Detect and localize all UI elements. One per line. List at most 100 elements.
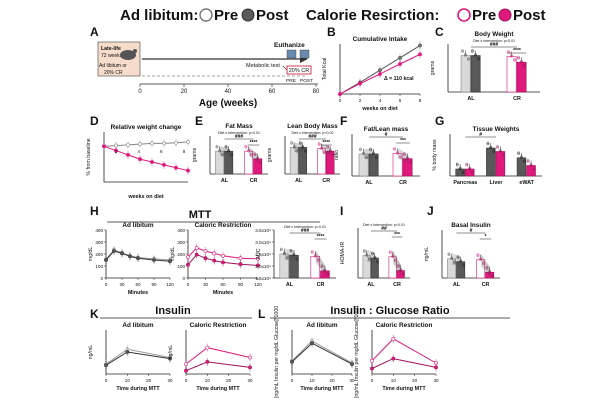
data-point	[358, 81, 362, 86]
legend-al-post-label: Post	[256, 7, 289, 24]
individual-point	[375, 156, 378, 160]
series-line	[371, 338, 437, 364]
test-tube-icon	[299, 49, 310, 59]
paired-line	[480, 255, 491, 269]
significance-label: ***	[394, 232, 400, 238]
inset-tick-label: 2	[115, 149, 118, 154]
individual-point	[526, 160, 530, 163]
paired-line	[248, 148, 259, 158]
bar	[279, 253, 290, 279]
x-tick-label: 20	[146, 378, 152, 383]
individual-point	[499, 150, 502, 153]
individual-point	[520, 155, 523, 159]
significance-label: ###	[235, 134, 244, 140]
significance-label: #	[479, 132, 482, 138]
x-tick-label: 20	[329, 378, 335, 383]
individual-point	[489, 145, 493, 149]
data-point	[128, 254, 132, 259]
panel-letter-f: F	[340, 114, 347, 128]
individual-point	[292, 146, 296, 149]
paired-line	[321, 150, 331, 154]
panel-letter-g: G	[435, 114, 444, 128]
inset-tick-label: 6	[160, 149, 163, 154]
individual-point	[450, 256, 453, 260]
data-point	[186, 262, 190, 267]
data-point	[256, 256, 260, 261]
individual-point	[455, 163, 459, 167]
x-tick-label: CR	[250, 178, 258, 184]
paired-line	[397, 149, 409, 156]
data-point	[203, 249, 208, 253]
paired-line	[366, 257, 376, 260]
individual-point	[532, 168, 536, 171]
data-point	[418, 52, 422, 57]
data-point	[112, 249, 116, 253]
individual-point	[477, 58, 480, 61]
x-axis-label: Time during MTT	[196, 386, 240, 392]
data-point	[350, 362, 354, 367]
pre-label: PRE	[286, 78, 296, 84]
chart-subtitle: Diet x Intervention: p=0.02	[291, 131, 333, 135]
individual-point	[492, 149, 495, 153]
data-point	[168, 259, 172, 264]
individual-point	[295, 257, 299, 261]
data-point	[104, 363, 108, 368]
chart-subtitle: Diet x Intervention: p<0.01	[363, 223, 405, 227]
data-point	[184, 362, 188, 367]
bar	[506, 56, 517, 93]
individual-point	[326, 273, 330, 277]
data-point	[248, 355, 252, 360]
data-point	[391, 336, 396, 341]
y-axis-label: HOMA-IR	[340, 242, 346, 265]
paired-line	[294, 150, 304, 152]
chart-subtitle: Diet x Intervention: p<0.01	[218, 131, 260, 135]
x-tick-label: 90	[238, 282, 244, 287]
individual-point	[365, 156, 368, 160]
bar	[470, 55, 481, 93]
individual-point	[461, 49, 464, 52]
x-tick-label: 30	[433, 378, 439, 383]
panel-letter-l: L	[258, 307, 265, 321]
bar	[392, 153, 403, 177]
individual-point	[517, 151, 520, 155]
paired-line	[366, 250, 376, 255]
individual-point	[513, 58, 516, 61]
individual-point	[517, 152, 520, 156]
individual-point	[499, 149, 502, 152]
paired-line	[315, 252, 326, 268]
individual-point	[362, 152, 365, 156]
x-tick-label: 120	[254, 282, 262, 287]
x-tick-label: 120	[166, 282, 174, 287]
individual-point	[363, 249, 366, 252]
paired-line	[392, 256, 402, 271]
data-point	[205, 359, 210, 364]
data-point	[212, 251, 217, 256]
individual-point	[471, 50, 474, 53]
paired-line	[480, 263, 491, 276]
paired-line	[315, 256, 326, 272]
significance-label: ****	[322, 140, 330, 146]
mouse-ear-icon	[133, 49, 137, 53]
data-point	[398, 62, 402, 66]
data-point	[203, 256, 208, 261]
timeline-panel: Late-life 72 weeks Ad libitum or 20% CR …	[97, 41, 320, 109]
paired-line	[392, 258, 402, 273]
data-point	[310, 341, 314, 346]
x-tick-label: CR	[513, 96, 521, 102]
significance-label: ***	[400, 138, 406, 144]
data-point	[152, 258, 156, 262]
individual-point	[461, 170, 465, 174]
paired-line	[219, 154, 230, 156]
y-tick-label: 300	[177, 240, 185, 245]
chart-title: Tissue Weights	[473, 126, 520, 133]
x-axis-label: Time during MTT	[116, 386, 160, 392]
individual-point	[317, 142, 321, 145]
individual-point	[396, 151, 399, 154]
paired-line	[363, 151, 375, 152]
paired-line	[294, 149, 304, 151]
series-line	[103, 145, 189, 172]
chart-subtitle: Diet x Intervention: p<0.01	[284, 225, 326, 229]
individual-point	[461, 171, 465, 175]
paired-line	[480, 265, 491, 277]
